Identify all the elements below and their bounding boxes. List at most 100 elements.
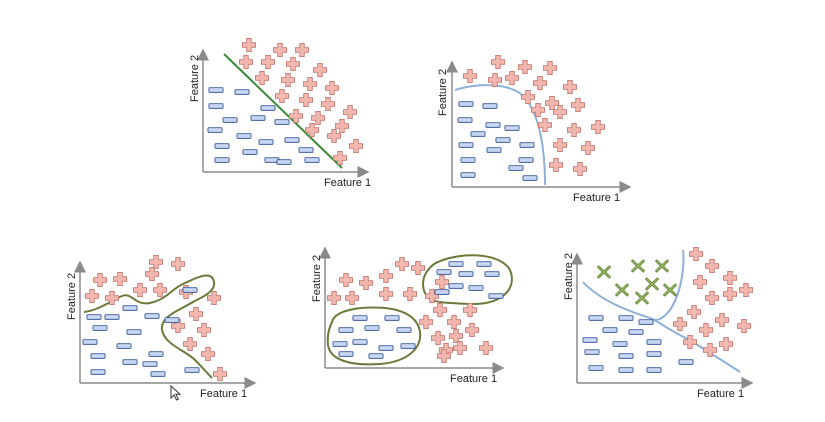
minus-marker-icon bbox=[214, 143, 230, 149]
y-axis-label: Feature 2 bbox=[189, 55, 201, 102]
decision-boundary-line bbox=[223, 53, 343, 169]
plus-marker-icon bbox=[321, 97, 335, 111]
plus-marker-icon bbox=[705, 291, 719, 305]
minus-marker-icon bbox=[236, 133, 252, 139]
plus-marker-icon bbox=[313, 63, 327, 77]
minus-marker-icon bbox=[646, 339, 662, 345]
plus-marker-icon bbox=[255, 71, 269, 85]
plus-marker-icon bbox=[435, 275, 449, 289]
x-marker-icon bbox=[631, 259, 645, 273]
minus-marker-icon bbox=[618, 315, 634, 321]
minus-marker-icon bbox=[518, 157, 534, 163]
minus-marker-icon bbox=[208, 87, 224, 93]
plus-marker-icon bbox=[379, 269, 393, 283]
minus-marker-icon bbox=[434, 289, 450, 295]
minus-marker-icon bbox=[485, 122, 501, 128]
plus-marker-icon bbox=[491, 55, 505, 69]
minus-marker-icon bbox=[504, 125, 520, 131]
plus-marker-icon bbox=[286, 57, 300, 71]
minus-marker-icon bbox=[276, 159, 292, 165]
decision-boundary-curve bbox=[454, 84, 546, 186]
plus-marker-icon bbox=[447, 315, 461, 329]
plus-marker-icon bbox=[419, 315, 433, 329]
minus-marker-icon bbox=[582, 337, 598, 343]
minus-marker-icon bbox=[352, 339, 368, 345]
plus-marker-icon bbox=[479, 341, 493, 355]
minus-marker-icon bbox=[476, 261, 492, 267]
minus-marker-icon bbox=[144, 313, 160, 319]
minus-marker-icon bbox=[214, 157, 230, 163]
plus-marker-icon bbox=[149, 255, 163, 269]
plus-marker-icon bbox=[705, 259, 719, 273]
minus-marker-icon bbox=[495, 137, 511, 143]
plus-marker-icon bbox=[345, 291, 359, 305]
plus-marker-icon bbox=[327, 129, 341, 143]
plus-marker-icon bbox=[723, 287, 737, 301]
plus-marker-icon bbox=[553, 105, 567, 119]
minus-marker-icon bbox=[470, 131, 486, 137]
plus-marker-icon bbox=[715, 313, 729, 327]
minus-marker-icon bbox=[612, 341, 628, 347]
minus-marker-icon bbox=[588, 315, 604, 321]
plus-marker-icon bbox=[242, 38, 256, 52]
minus-marker-icon bbox=[104, 314, 120, 320]
minus-marker-icon bbox=[522, 175, 538, 181]
y-axis-label: Feature 2 bbox=[563, 253, 575, 300]
x-marker-icon bbox=[635, 291, 649, 305]
minus-marker-icon bbox=[142, 361, 158, 367]
panel-multiclass: Feature 1 Feature 2 bbox=[563, 247, 754, 400]
plus-marker-icon bbox=[113, 272, 127, 286]
minus-marker-icon bbox=[364, 325, 380, 331]
minus-markers bbox=[82, 287, 200, 377]
plus-marker-icon bbox=[289, 109, 303, 123]
plus-marker-icon bbox=[325, 81, 339, 95]
minus-marker-icon bbox=[90, 353, 106, 359]
plus-marker-icon bbox=[189, 307, 203, 321]
plus-marker-icon bbox=[433, 303, 447, 317]
plus-marker-icon bbox=[545, 96, 559, 110]
minus-marker-icon bbox=[646, 351, 662, 357]
plus-marker-icon bbox=[379, 287, 393, 301]
x-marker-icon bbox=[663, 283, 677, 297]
minus-marker-icon bbox=[352, 315, 368, 321]
plus-marker-icon bbox=[581, 141, 595, 155]
minus-marker-icon bbox=[122, 305, 138, 311]
plus-markers bbox=[463, 55, 605, 176]
plus-marker-icon bbox=[411, 261, 425, 275]
plus-marker-icon bbox=[85, 289, 99, 303]
plus-marker-icon bbox=[295, 43, 309, 57]
minus-marker-icon bbox=[488, 293, 504, 299]
plus-marker-icon bbox=[327, 291, 341, 305]
plus-marker-icon bbox=[395, 257, 409, 271]
decision-boundary-b bbox=[649, 249, 685, 321]
plus-marker-icon bbox=[521, 90, 535, 104]
plus-marker-icon bbox=[359, 276, 373, 290]
x-axis-label: Feature 1 bbox=[697, 388, 744, 400]
plus-marker-icon bbox=[699, 323, 713, 337]
plus-marker-icon bbox=[261, 55, 275, 69]
minus-marker-icon bbox=[304, 157, 320, 163]
x-marker-icon bbox=[655, 259, 669, 273]
decision-boundary-a bbox=[582, 281, 741, 373]
minus-marker-icon bbox=[150, 371, 166, 377]
plus-marker-icon bbox=[449, 329, 463, 343]
plus-marker-icon bbox=[463, 303, 477, 317]
plus-marker-icon bbox=[153, 283, 167, 297]
minus-marker-icon bbox=[508, 165, 524, 171]
plus-marker-icon bbox=[505, 71, 519, 85]
minus-marker-icon bbox=[338, 351, 354, 357]
x-markers bbox=[597, 259, 677, 305]
minus-marker-icon bbox=[260, 105, 276, 111]
panel-linear: Feature 1 Feature 2 bbox=[189, 38, 371, 189]
plus-marker-icon bbox=[339, 273, 353, 287]
minus-marker-icon bbox=[646, 367, 662, 373]
minus-marker-icon bbox=[86, 314, 102, 320]
minus-marker-icon bbox=[250, 115, 266, 121]
plus-marker-icon bbox=[567, 123, 581, 137]
plus-marker-icon bbox=[403, 287, 417, 301]
x-axis-label: Feature 1 bbox=[450, 373, 497, 385]
x-marker-icon bbox=[645, 277, 659, 291]
panel-curved: Feature 1 Feature 2 bbox=[437, 55, 632, 204]
plus-marker-icon bbox=[197, 323, 211, 337]
